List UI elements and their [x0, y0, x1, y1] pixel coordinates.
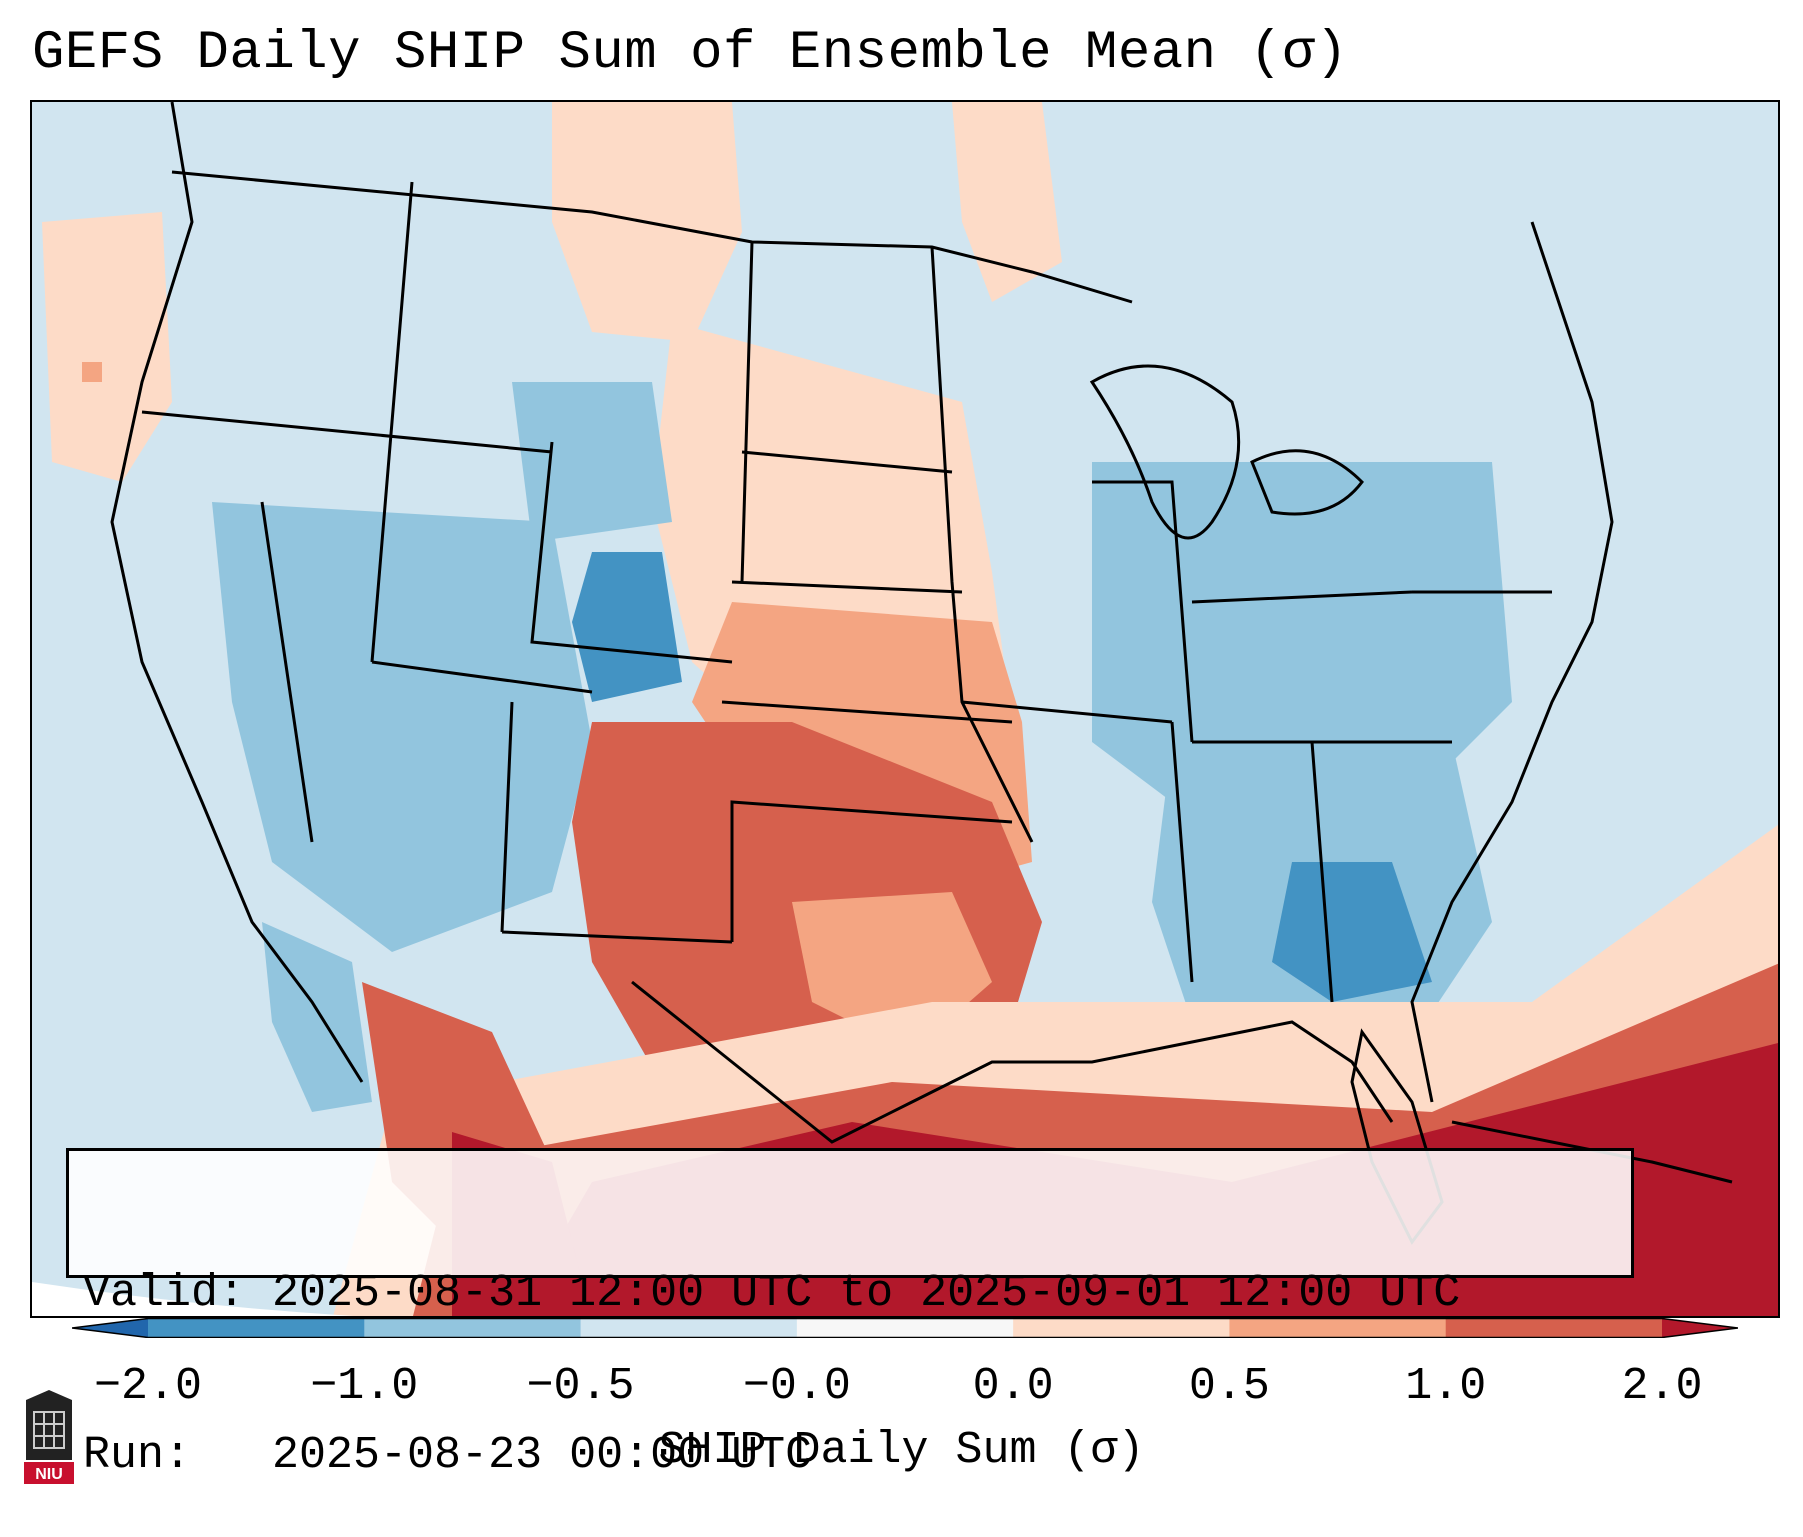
colorbar-bin — [796, 1318, 1014, 1338]
state-lines-central — [721, 241, 1173, 942]
colorbar-tick-label: 2.0 — [1621, 1361, 1703, 1412]
region-north-dakota-patch — [952, 102, 1062, 302]
niu-logo-text: NIU — [35, 1466, 63, 1483]
anomaly-map — [32, 102, 1778, 1316]
colorbar — [72, 1318, 1738, 1338]
state-lines-west — [141, 181, 733, 944]
coastline-east — [1410, 221, 1614, 1103]
region-georgia-dark — [1272, 862, 1432, 1002]
colorbar-bin — [1229, 1318, 1447, 1338]
region-southwest — [212, 502, 592, 952]
region-colorado-dark — [572, 552, 682, 702]
colorbar-tick-label: −2.0 — [93, 1361, 203, 1412]
great-lakes — [1089, 364, 1364, 540]
colorbar-tick-label: −0.5 — [526, 1361, 635, 1412]
niu-logo: NIU — [24, 1390, 74, 1484]
region-wyoming — [512, 382, 672, 542]
region-pacific-patches — [42, 212, 172, 482]
region-ohio-valley — [1092, 462, 1512, 802]
colorbar-bin — [1445, 1318, 1663, 1338]
colorbar-bin — [1013, 1318, 1230, 1338]
colorbar-bin — [148, 1318, 365, 1338]
colorbar-tick-label: 0.0 — [972, 1361, 1054, 1412]
colorbar-tick-label: −0.0 — [742, 1361, 851, 1412]
us-canada-border — [171, 170, 1133, 304]
colorbar-bin — [580, 1318, 798, 1338]
map-panel — [30, 100, 1780, 1318]
state-lines-east — [1092, 480, 1552, 1003]
valid-run-info-box: Valid: 2025-08-31 12:00 UTC to 2025-09-0… — [66, 1148, 1634, 1481]
colorbar-over-arrow — [1662, 1318, 1738, 1338]
region-pacific-spot — [82, 362, 102, 382]
colorbar-bin — [364, 1318, 582, 1338]
outside-domain — [32, 1282, 354, 1316]
colorbar-label: SHIP Daily Sum (σ) — [658, 1425, 1145, 1476]
coastline-west — [110, 102, 364, 1083]
colorbar-outline — [72, 1318, 1738, 1338]
run-time-line: Run: 2025-08-23 00:00 UTC — [83, 1430, 813, 1481]
colorbar-tick-label: −1.0 — [310, 1361, 419, 1412]
region-baja — [262, 922, 372, 1112]
chart-title: GEFS Daily SHIP Sum of Ensemble Mean (σ) — [32, 23, 1349, 84]
valid-time-line: Valid: 2025-08-31 12:00 UTC to 2025-09-0… — [83, 1268, 1461, 1319]
coastline-gulf — [631, 980, 1394, 1144]
colorbar-under-arrow — [72, 1318, 148, 1338]
colorbar-tick-label: 1.0 — [1405, 1361, 1487, 1412]
boundary-lines — [110, 102, 1733, 1245]
colorbar-tick-label: 0.5 — [1188, 1361, 1270, 1412]
